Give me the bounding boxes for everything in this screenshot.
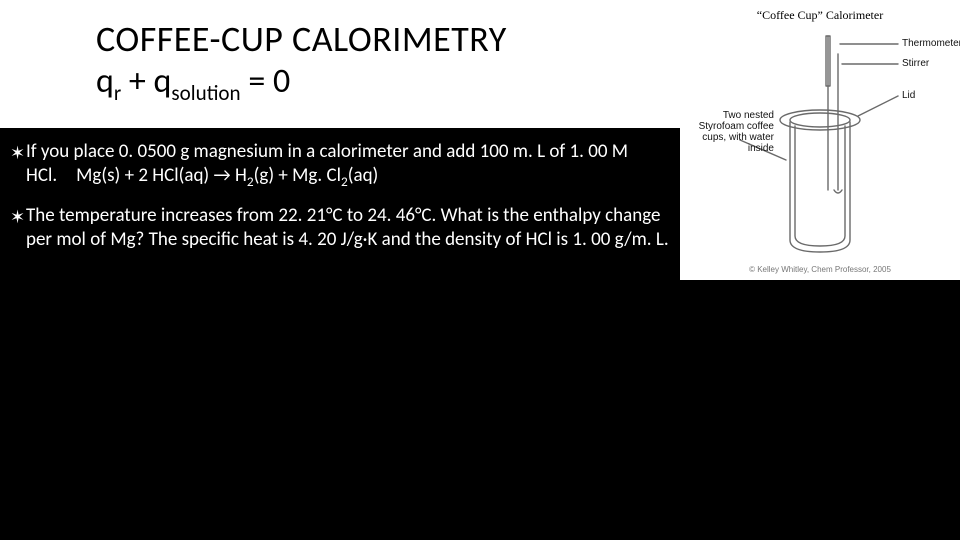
calorimeter-diagram: “Coffee Cup” Calorimeter Thermometer Sti…: [680, 0, 960, 280]
b1-post: (aq): [348, 164, 379, 187]
slide-title: COFFEE-CUP CALORIMETRY: [96, 20, 636, 60]
diagram-credit: © Kelley Whitley, Chem Professor, 2005: [680, 265, 960, 274]
bullet-item: ✶ The temperature increases from 22. 21°…: [10, 204, 670, 252]
label-cups: Two nested Styrofoam coffee cups, with w…: [686, 110, 774, 154]
eq-q1: q: [96, 61, 114, 102]
bullet-item: ✶ If you place 0. 0500 g magnesium in a …: [10, 140, 670, 190]
bullet-marker-icon: ✶: [10, 140, 26, 190]
bullet-text: If you place 0. 0500 g magnesium in a ca…: [26, 140, 670, 190]
slide-equation: qr + qsolution = 0: [96, 62, 636, 106]
eq-q2: q: [154, 61, 172, 102]
label-thermometer: Thermometer: [902, 38, 960, 49]
b2-pre: The temperature increases from 22. 21°C …: [26, 204, 669, 251]
bullet-marker-icon: ✶: [10, 204, 26, 252]
bullet-list: ✶ If you place 0. 0500 g magnesium in a …: [10, 140, 670, 266]
title-block: COFFEE-CUP CALORIMETRY qr + qsolution = …: [96, 20, 636, 106]
eq-rhs: = 0: [241, 61, 291, 102]
eq-sub2: solution: [171, 79, 240, 105]
label-stirrer: Stirrer: [902, 58, 929, 69]
eq-plus: +: [121, 61, 153, 102]
label-lid: Lid: [902, 90, 915, 101]
b1-sub1: 2: [247, 173, 254, 190]
bullet-text: The temperature increases from 22. 21°C …: [26, 204, 670, 252]
b1-sub2: 2: [341, 173, 348, 190]
b1-mid: (g) + Mg. Cl: [254, 164, 341, 187]
